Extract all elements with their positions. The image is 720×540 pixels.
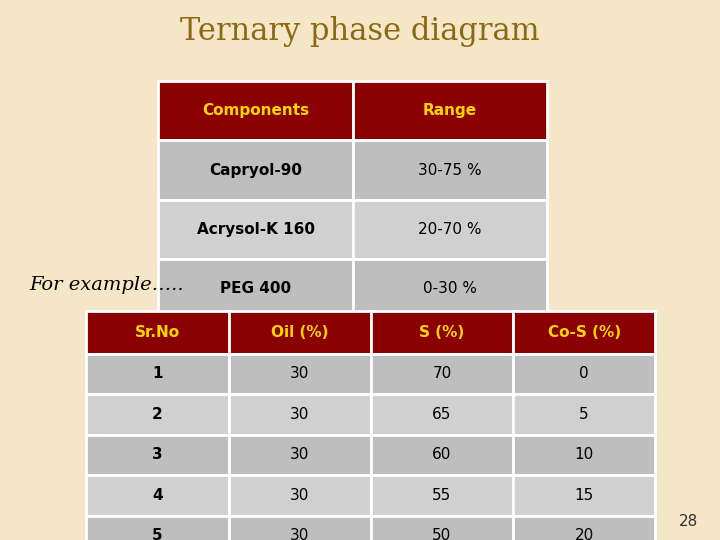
Text: 30: 30 — [290, 448, 310, 462]
Bar — [229, 475, 371, 516]
Bar — [86, 310, 229, 354]
Text: 65: 65 — [432, 407, 451, 422]
Bar — [371, 310, 513, 354]
Text: Ternary phase diagram: Ternary phase diagram — [180, 16, 540, 47]
Bar — [371, 394, 513, 435]
Text: 28: 28 — [679, 514, 698, 529]
Bar — [513, 394, 655, 435]
Bar — [86, 354, 229, 394]
Text: 0-30 %: 0-30 % — [423, 281, 477, 296]
Text: 2: 2 — [152, 407, 163, 422]
Text: For example…..: For example….. — [29, 276, 184, 294]
Text: 15: 15 — [575, 488, 594, 503]
Text: Oil (%): Oil (%) — [271, 325, 328, 340]
Text: 4: 4 — [152, 488, 163, 503]
Bar — [371, 516, 513, 540]
Bar — [158, 259, 353, 319]
Bar — [371, 435, 513, 475]
Bar — [229, 354, 371, 394]
Text: 10: 10 — [575, 448, 594, 462]
Bar — [158, 140, 353, 200]
Text: 1: 1 — [152, 367, 163, 381]
Bar — [513, 354, 655, 394]
Bar — [158, 200, 353, 259]
Bar — [229, 435, 371, 475]
Text: 0: 0 — [580, 367, 589, 381]
Bar — [229, 310, 371, 354]
Text: Sr.No: Sr.No — [135, 325, 180, 340]
Text: 70: 70 — [432, 367, 451, 381]
Bar — [229, 516, 371, 540]
Text: 50: 50 — [432, 529, 451, 540]
Text: Capryol-90: Capryol-90 — [209, 163, 302, 178]
Text: Range: Range — [423, 103, 477, 118]
Text: 3: 3 — [152, 448, 163, 462]
Bar — [86, 394, 229, 435]
Bar — [371, 354, 513, 394]
Text: Acrysol-K 160: Acrysol-K 160 — [197, 222, 315, 237]
Text: Components: Components — [202, 103, 309, 118]
Bar — [513, 310, 655, 354]
Bar — [158, 81, 353, 140]
Text: S (%): S (%) — [419, 325, 464, 340]
Text: 5: 5 — [152, 529, 163, 540]
Text: 30: 30 — [290, 488, 310, 503]
Bar — [86, 435, 229, 475]
Text: 5: 5 — [580, 407, 589, 422]
Bar — [371, 475, 513, 516]
Text: 30: 30 — [290, 367, 310, 381]
Text: 30: 30 — [290, 407, 310, 422]
Text: 60: 60 — [432, 448, 451, 462]
Bar — [353, 140, 547, 200]
Text: 20: 20 — [575, 529, 594, 540]
Text: 30-75 %: 30-75 % — [418, 163, 482, 178]
Bar — [229, 394, 371, 435]
Bar — [513, 435, 655, 475]
Bar — [86, 475, 229, 516]
Bar — [513, 516, 655, 540]
Text: 30: 30 — [290, 529, 310, 540]
Text: Co-S (%): Co-S (%) — [547, 325, 621, 340]
Bar — [353, 259, 547, 319]
Bar — [353, 81, 547, 140]
Text: 55: 55 — [432, 488, 451, 503]
Text: 20-70 %: 20-70 % — [418, 222, 482, 237]
Bar — [513, 475, 655, 516]
Bar — [86, 516, 229, 540]
Bar — [353, 200, 547, 259]
Text: PEG 400: PEG 400 — [220, 281, 291, 296]
